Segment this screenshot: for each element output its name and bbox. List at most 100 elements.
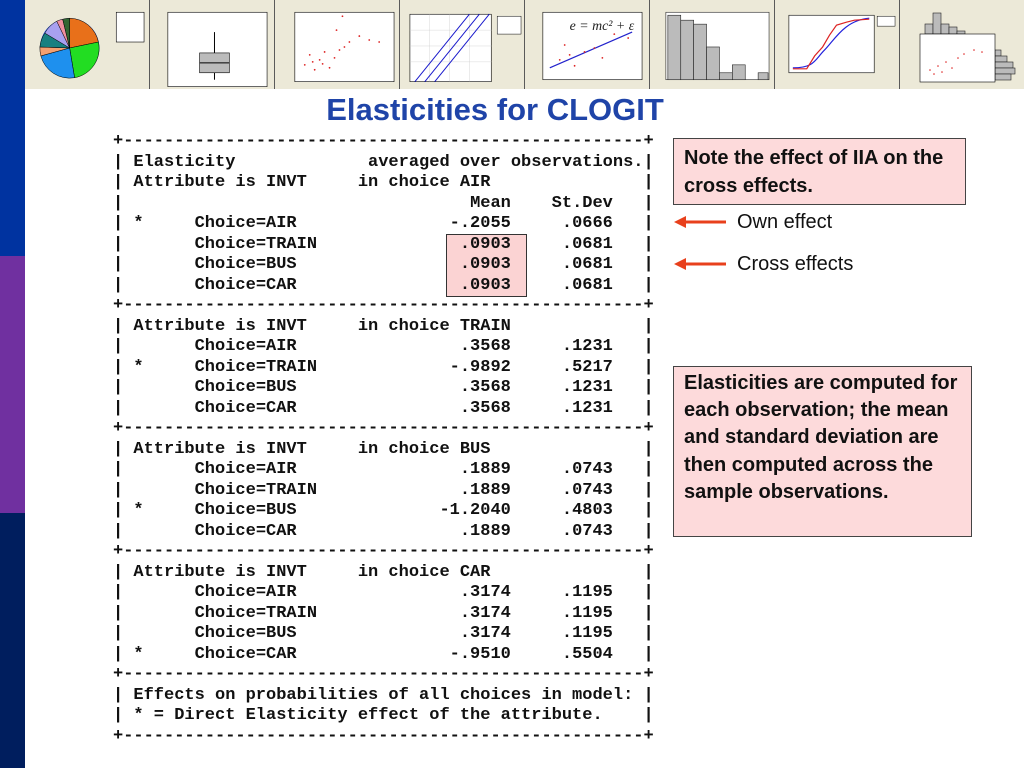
cross-effects-annotation: Cross effects [674, 251, 853, 277]
attribute-choice: in choice BUS [357, 439, 491, 459]
stdev-value: .0681 [561, 234, 613, 254]
attribute-label: Attribute is INVT [133, 173, 307, 192]
stripe-purple [0, 256, 25, 513]
attribute-row: | | Attribute is INVT in choice BUS [113, 440, 654, 461]
table-row: | | Choice=CAR .0903 .0681 [113, 276, 654, 297]
table-row: | | * Choice=TRAIN -.9892 .5217 [113, 358, 654, 379]
choice-label: Choice=AIR [194, 214, 297, 233]
stdev-value: .1231 [561, 337, 613, 356]
choice-label: Choice=TRAIN [194, 480, 318, 500]
attribute-row: | | Attribute is INVT in choice TRAIN [113, 317, 654, 338]
pipe-left: | [113, 521, 124, 541]
marginal-plot-thumbnail [900, 0, 1024, 89]
direct-elasticity-marker: * [133, 214, 144, 233]
pipe-left: | [113, 706, 124, 725]
pipe-right: | [643, 706, 654, 725]
pipe-right: | [643, 603, 654, 623]
table-border: +---------------------------------------… [113, 665, 654, 686]
mean-value: .0903 [459, 255, 511, 274]
mean-value: .3174 [459, 624, 511, 643]
pipe-right: | [643, 644, 654, 664]
mean-value: .0903 [459, 234, 511, 254]
pipe-left: | [113, 398, 124, 418]
stdev-value: .1195 [561, 603, 613, 623]
left-arrow-icon [674, 258, 726, 270]
table-row: | | * Choice=CAR -.9510 .5504 [113, 645, 654, 666]
mean-value: -.2055 [449, 214, 511, 233]
pipe-right: | [643, 378, 654, 397]
table-border: +---------------------------------------… [113, 296, 654, 317]
choice-label: Choice=CAR [194, 275, 297, 295]
pipe-left: | [113, 234, 124, 254]
stripe-blue [0, 0, 25, 256]
stdev-value: .1195 [561, 583, 613, 602]
stdev-value: .0681 [561, 255, 613, 274]
choice-label: Choice=CAR [194, 521, 297, 541]
choice-label: Choice=BUS [194, 501, 297, 520]
mean-value: .3568 [459, 378, 511, 397]
border-line: +---------------------------------------… [113, 665, 654, 684]
table-row: | | Choice=TRAIN .0903 .0681 [113, 235, 654, 256]
pipe-left: | [113, 460, 124, 479]
pipe-right: | [643, 173, 654, 192]
table-border: +---------------------------------------… [113, 419, 654, 440]
mean-value: .3568 [459, 398, 511, 418]
pipe-right: | [643, 255, 654, 274]
stdev-value: .1231 [561, 378, 613, 397]
table-row: | | Choice=CAR .3568 .1231 [113, 399, 654, 420]
pipe-right: | [643, 521, 654, 541]
pipe-right: | [643, 337, 654, 356]
stdev-value: .4803 [561, 501, 613, 520]
choice-label: Choice=TRAIN [194, 603, 318, 623]
attribute-choice: in choice CAR [357, 562, 491, 582]
column-stdev-header: St.Dev [551, 193, 613, 213]
pipe-left: | [113, 439, 124, 459]
mean-value: -.9510 [449, 644, 511, 664]
choice-label: Choice=TRAIN [194, 357, 318, 377]
pipe-right: | [643, 583, 654, 602]
pipe-left: | [113, 603, 124, 623]
pipe-left: | [113, 173, 124, 192]
table-border: +---------------------------------------… [113, 727, 654, 748]
choice-label: Choice=CAR [194, 644, 297, 664]
stdev-value: .0743 [561, 460, 613, 479]
header-note: averaged over observations. [368, 152, 644, 172]
pipe-right: | [643, 480, 654, 500]
attribute-choice: in choice TRAIN [357, 316, 511, 336]
header-label: Elasticity [133, 152, 236, 172]
table-row: | | * Choice=BUS -1.2040 .4803 [113, 501, 654, 522]
pipe-right: | [643, 398, 654, 418]
stdev-value: .0681 [561, 275, 613, 295]
own-effect-label: Own effect [737, 210, 833, 233]
pipe-left: | [113, 316, 124, 336]
probability-plot-thumbnail [400, 0, 525, 89]
pipe-left: | [113, 357, 124, 377]
mean-value: .0903 [459, 275, 511, 295]
attribute-row: | | Attribute is INVT in choice CAR [113, 563, 654, 584]
pipe-left: | [113, 337, 124, 356]
attribute-row: | | Attribute is INVT in choice AIR [113, 173, 654, 194]
pipe-right: | [643, 152, 654, 172]
pipe-right: | [643, 193, 654, 213]
pipe-right: | [643, 316, 654, 336]
pipe-right: | [643, 501, 654, 520]
border-line: +---------------------------------------… [113, 542, 654, 561]
column-mean-header: Mean [470, 193, 511, 213]
choice-label: Choice=BUS [194, 624, 297, 643]
column-header-row: | | Mean St.Dev [113, 194, 654, 215]
footer-row: | | Effects on probabilities of all choice… [113, 686, 654, 707]
attribute-label: Attribute is INVT [133, 316, 307, 336]
computation-note-box: Elasticities are computed for each obser… [673, 366, 972, 537]
pipe-left: | [113, 501, 124, 520]
mean-value: .1889 [459, 480, 511, 500]
pipe-left: | [113, 378, 124, 397]
header-row: | | Elasticity averaged over observations. [113, 153, 654, 174]
choice-label: Choice=BUS [194, 255, 297, 274]
chart-thumbnail-banner: e = mc² + ε [25, 0, 1024, 89]
border-line: +---------------------------------------… [113, 132, 654, 151]
mean-value: .3174 [459, 583, 511, 602]
pipe-right: | [643, 460, 654, 479]
choice-label: Choice=BUS [194, 378, 297, 397]
choice-label: Choice=AIR [194, 460, 297, 479]
footer-text: Effects on probabilities of all choices … [133, 685, 634, 705]
